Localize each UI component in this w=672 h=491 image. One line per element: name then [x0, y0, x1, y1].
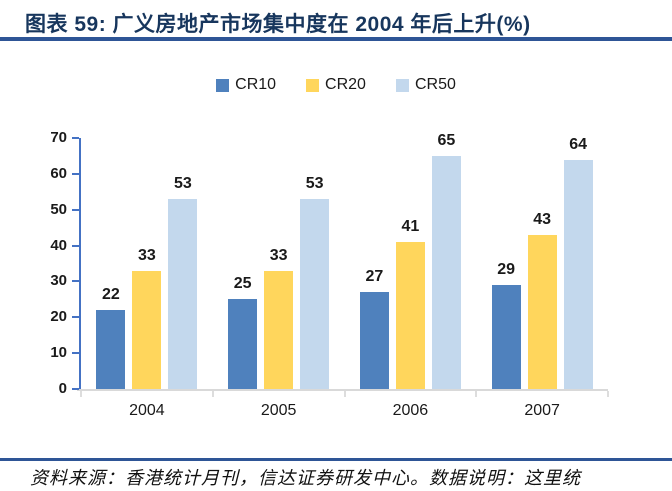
x-axis-category-label: 2005	[260, 402, 297, 419]
x-axis-tick	[80, 391, 82, 397]
title-underline	[0, 37, 672, 41]
x-axis-category-label: 2006	[392, 402, 429, 419]
legend-label: CR50	[414, 76, 456, 93]
bar-cr20-2005: 33	[264, 247, 294, 389]
legend: CR10 CR20 CR50	[0, 76, 672, 94]
x-axis-tick	[475, 391, 478, 397]
bar-rect	[527, 234, 557, 389]
y-axis-tick	[72, 208, 79, 211]
bar-value-label: 41	[401, 218, 420, 235]
x-axis-tick	[343, 391, 346, 397]
bar-rect	[96, 310, 126, 389]
bar-rect	[168, 198, 198, 389]
bar-cr50-2004: 53	[168, 175, 198, 389]
bar-rect	[431, 155, 461, 389]
x-axis-line	[77, 389, 608, 391]
bar-value-label: 29	[497, 261, 516, 279]
y-axis-tick-label: 0	[58, 380, 67, 397]
plot-area: 0 10 20 30 40 50 60 70 22 33 53 2004 25 33 53 2005 27 41 6…	[50, 129, 609, 419]
bar-value-label: 27	[365, 268, 384, 286]
bar-value-label: 33	[137, 246, 156, 264]
bar-cr50-2006: 65	[431, 132, 461, 389]
bar-rect	[491, 285, 521, 389]
x-axis-category-label: 2007	[524, 402, 560, 419]
y-axis-tick	[72, 172, 79, 175]
y-axis-tick-label: 30	[50, 272, 67, 290]
footer-source-text: 资料来源：香港统计月刊，信达证券研发中心。数据说明：这里统	[30, 468, 581, 488]
bar-value-label: 22	[101, 286, 120, 304]
y-axis-tick-label: 70	[50, 129, 67, 146]
y-axis-tick	[72, 137, 79, 139]
y-axis-tick	[72, 352, 79, 355]
legend-item-cr50: CR50	[395, 76, 456, 94]
bar-rect	[395, 242, 425, 389]
x-axis-category-label: 2004	[129, 402, 165, 419]
bar-cr20-2006: 41	[395, 218, 425, 389]
bar-cr50-2007: 64	[563, 136, 593, 389]
bar-cr10-2006: 27	[359, 268, 389, 389]
legend-label: CR10	[235, 76, 277, 93]
y-axis-tick-label: 60	[50, 164, 67, 182]
legend-swatch-cr50	[395, 78, 409, 92]
bar-value-label: 65	[437, 131, 456, 149]
bar-rect	[264, 270, 294, 389]
bar-cr10-2007: 29	[491, 261, 521, 389]
x-axis-tick	[211, 391, 214, 397]
bar-value-label: 64	[569, 135, 588, 153]
bar-group-2006: 27 41 65	[345, 132, 477, 389]
legend-swatch-cr20	[306, 78, 320, 92]
bar-group-2007: 29 43 64	[476, 136, 608, 389]
y-axis-tick	[72, 280, 79, 283]
legend-item-cr10: CR10	[216, 76, 276, 94]
bar-value-label: 25	[233, 275, 252, 293]
bar-group-2004: 22 33 53	[81, 138, 213, 389]
y-axis-tick	[72, 244, 79, 247]
y-axis-tick-label: 50	[50, 200, 67, 218]
bar-group-2005: 25 33 53	[213, 138, 345, 389]
figure-title: 图表 59: 广义房地产市场集中度在 2004 年后上升(%)	[25, 13, 531, 36]
legend-label: CR20	[325, 76, 366, 93]
bar-value-label: 43	[533, 210, 552, 228]
bar-cr20-2007: 43	[527, 211, 557, 389]
y-axis-tick-label: 10	[50, 344, 67, 362]
footer-divider	[0, 458, 672, 461]
bar-value-label: 53	[173, 174, 192, 192]
bar-rect	[359, 292, 389, 389]
y-axis-tick-label: 40	[50, 236, 67, 254]
bar-value-label: 53	[305, 174, 324, 192]
y-axis-line	[79, 138, 81, 391]
legend-item-cr20: CR20	[306, 76, 366, 94]
y-axis-tick	[72, 316, 79, 319]
bar-cr10-2005: 25	[228, 275, 258, 389]
bar-rect	[228, 299, 258, 389]
bar-rect	[132, 270, 162, 389]
bar-rect	[300, 198, 330, 389]
bar-value-label: 33	[269, 246, 288, 264]
bar-cr10-2004: 22	[96, 286, 126, 389]
y-axis-tick-label: 20	[50, 308, 67, 326]
y-axis-tick	[72, 388, 79, 390]
x-axis-tick	[607, 391, 609, 397]
bar-rect	[563, 159, 593, 389]
bar-cr20-2004: 33	[132, 247, 162, 389]
bar-cr50-2005: 53	[300, 175, 330, 389]
legend-swatch-cr10	[216, 78, 230, 92]
